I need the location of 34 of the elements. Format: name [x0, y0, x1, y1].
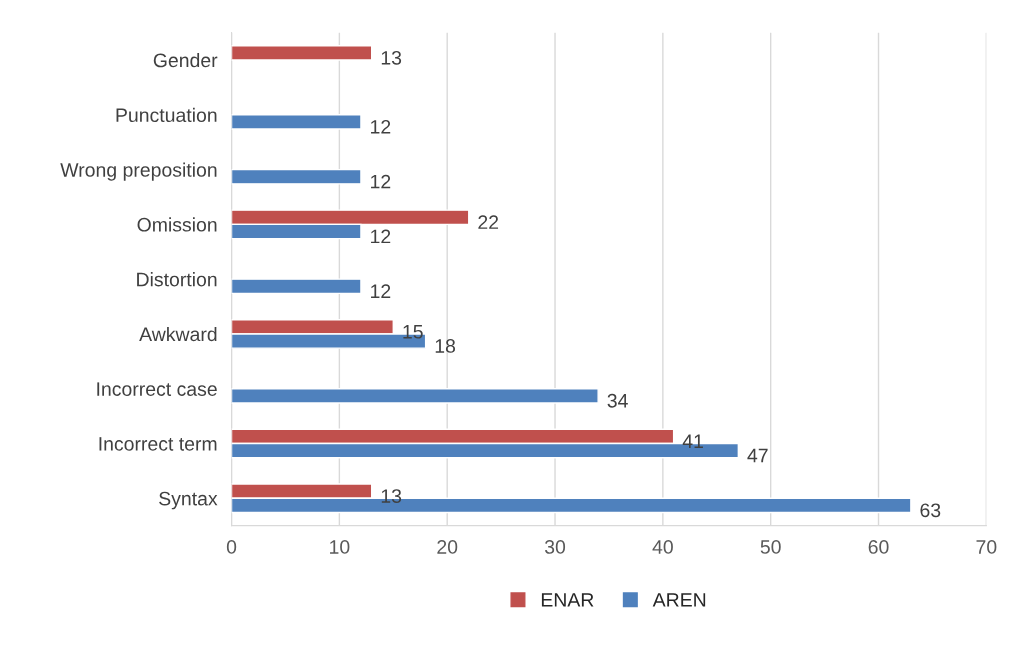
- y-tick-label: Syntax: [159, 491, 218, 510]
- x-tick-label: 40: [652, 540, 673, 554]
- bar: [231, 278, 362, 295]
- bar: [231, 168, 362, 185]
- data-label: 34: [607, 393, 628, 408]
- x-tick-label: 10: [330, 540, 350, 554]
- x-tick-label: 20: [437, 540, 458, 554]
- data-label: 47: [747, 448, 768, 463]
- data-label: 13: [381, 50, 402, 65]
- y-tick-label: Incorrect term: [99, 437, 217, 451]
- bar: [231, 45, 373, 61]
- x-tick-label: 50: [760, 540, 781, 554]
- y-tick-label: Gender: [153, 52, 218, 68]
- y-tick-label: Awkward: [139, 326, 217, 342]
- data-label: 12: [371, 229, 391, 244]
- data-label: 22: [478, 215, 499, 229]
- y-tick-label: Omission: [137, 217, 217, 232]
- data-label: 12: [371, 284, 391, 298]
- y-tick-label: Wrong preposition: [60, 162, 217, 181]
- data-label: 12: [371, 174, 391, 189]
- data-label: 63: [920, 503, 941, 518]
- legend-label: ENAR: [541, 593, 594, 607]
- data-label: 18: [435, 339, 456, 353]
- x-tick-label: 60: [868, 540, 889, 554]
- x-tick-label: 0: [226, 540, 237, 554]
- x-tick-label: 30: [544, 540, 566, 554]
- y-tick-label: Incorrect case: [97, 382, 217, 396]
- bar: [231, 114, 362, 130]
- y-tick-label: Distortion: [137, 272, 217, 287]
- y-tick-label: Punctuation: [116, 107, 217, 123]
- legend-label: AREN: [652, 593, 706, 607]
- data-label: 12: [371, 119, 391, 134]
- x-tick-label: 70: [976, 540, 997, 554]
- bar: [231, 388, 599, 404]
